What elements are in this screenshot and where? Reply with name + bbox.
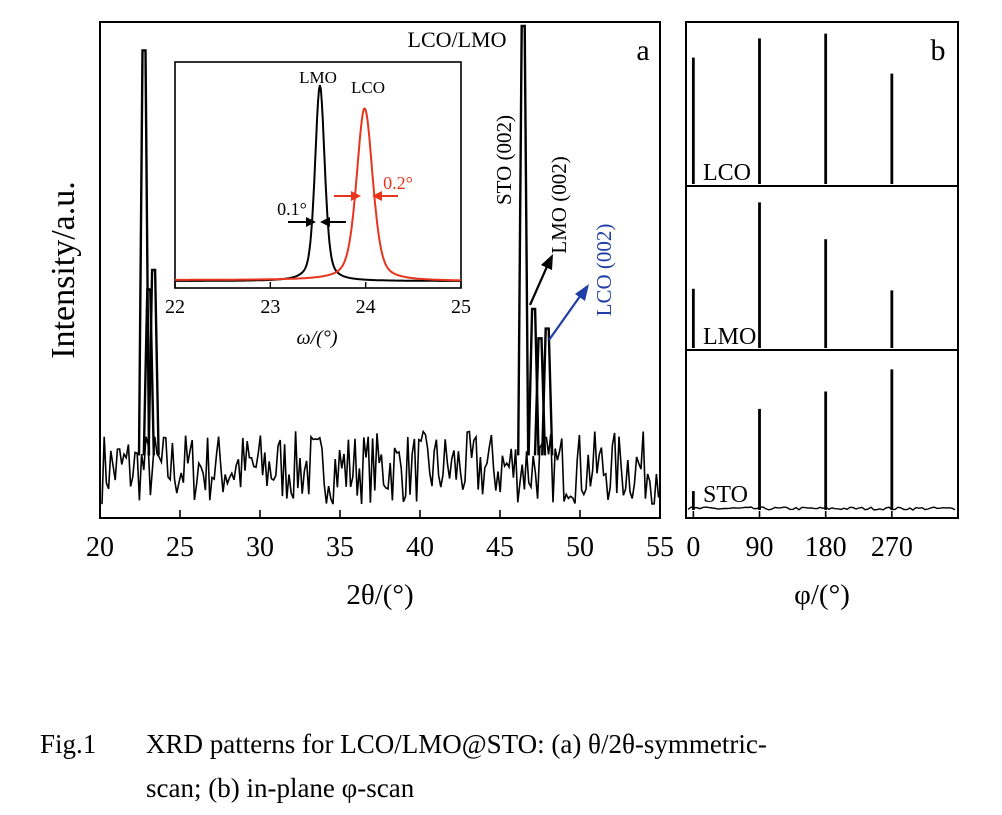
panel-b-x-axis-label: φ/(°) xyxy=(794,579,850,611)
panel-b-tick-label: 0 xyxy=(686,532,700,563)
panel-a-tick-label: 55 xyxy=(646,532,674,563)
annotation-lco-lmo: LCO/LMO xyxy=(408,27,507,52)
inset-x-ticks: 22 23 24 25 xyxy=(165,282,471,318)
panel-a-letter: a xyxy=(636,34,649,67)
fwhm-lmo-right-head xyxy=(320,217,330,227)
panel-b-frame xyxy=(685,21,959,519)
inset-tick-label: 25 xyxy=(451,296,471,318)
panel-a-frame xyxy=(99,21,661,519)
panel-a-peak xyxy=(137,49,151,456)
fwhm-lmo-left-head xyxy=(306,217,316,227)
caption-number: Fig.1 xyxy=(40,729,97,759)
panel-b-lmo-label: LMO xyxy=(703,324,756,350)
panel-b-sto-label: STO xyxy=(703,482,748,508)
fwhm-lco-left-head xyxy=(351,191,361,201)
panel-a: 20 25 30 35 40 45 50 55 a 2θ/(°) Intensity/a.u.… xyxy=(45,21,674,611)
inset-tick-label: 23 xyxy=(260,296,280,318)
panel-a-tick-label: 35 xyxy=(326,532,354,563)
panel-b-tick-label: 90 xyxy=(746,532,774,563)
panel-a-peak xyxy=(541,327,554,456)
figure-caption: Fig.1 XRD patterns for LCO/LMO@STO: (a) θ… xyxy=(40,722,980,810)
panel-a-tick-label: 20 xyxy=(86,532,114,563)
annotation-lmo-002: LMO (002) xyxy=(547,156,571,253)
panel-b-tick-label: 180 xyxy=(805,532,847,563)
panel-a-tick-label: 50 xyxy=(566,532,594,563)
inset-rocking-curve: 22 23 24 25 ω/(°) LMO LCO 0.1° 0.2° xyxy=(165,61,471,349)
caption-text-1: XRD patterns for LCO/LMO@STO: (a) θ/2θ-s… xyxy=(146,729,767,759)
inset-tick-label: 24 xyxy=(356,296,376,318)
arrow-lco-line xyxy=(548,291,584,341)
inset-tick-label: 22 xyxy=(165,296,185,318)
panel-b-peaks xyxy=(691,33,894,510)
panel-b-tick-label: 270 xyxy=(871,532,913,563)
annotation-sto-002: STO (002) xyxy=(492,115,516,205)
inset-lco-fwhm: 0.2° xyxy=(383,173,413,193)
panel-a-tick-label: 40 xyxy=(406,532,434,563)
panel-b-letter: b xyxy=(931,34,946,67)
panel-b-lco-label: LCO xyxy=(703,160,751,186)
panel-a-x-axis-label: 2θ/(°) xyxy=(346,579,413,611)
panel-b-x-ticks: 0 90 180 270 xyxy=(686,511,913,563)
inset-lco-curve xyxy=(175,107,461,282)
inset-lmo-fwhm: 0.1° xyxy=(277,199,307,219)
panel-a-y-axis-label: Intensity/a.u. xyxy=(45,181,82,359)
panel-a-x-ticks: 20 25 30 35 40 45 50 55 xyxy=(86,510,674,563)
panel-a-peak xyxy=(147,268,160,456)
xrd-figure: 20 25 30 35 40 45 50 55 a 2θ/(°) Intensity/a.u.… xyxy=(45,21,959,611)
inset-x-axis-label: ω/(°) xyxy=(297,327,338,349)
arrow-lmo-line xyxy=(528,261,551,306)
panel-a-noise-trace xyxy=(101,429,660,505)
inset-lmo-label: LMO xyxy=(299,68,337,87)
arrow-lmo-head xyxy=(541,254,553,270)
caption-line-1: Fig.1 XRD patterns for LCO/LMO@STO: (a) θ… xyxy=(40,722,980,766)
panel-a-peaks xyxy=(137,24,554,456)
inset-lco-label: LCO xyxy=(351,78,385,97)
arrow-lco-head xyxy=(575,284,589,301)
panel-a-peak xyxy=(517,24,530,456)
panel-a-peak xyxy=(142,288,155,456)
inset-lmo-curve xyxy=(175,84,461,282)
fwhm-lco-right-head xyxy=(372,191,382,201)
panel-a-tick-label: 25 xyxy=(166,532,194,563)
panel-a-tick-label: 30 xyxy=(246,532,274,563)
panel-b: 0 90 180 270 b LCO LMO STO φ/(°) xyxy=(685,21,959,611)
caption-line-2: scan; (b) in-plane φ-scan xyxy=(146,773,415,803)
panel-b-sto-baseline xyxy=(687,506,956,511)
annotation-lco-002: LCO (002) xyxy=(592,224,616,317)
panel-a-tick-label: 45 xyxy=(486,532,514,563)
